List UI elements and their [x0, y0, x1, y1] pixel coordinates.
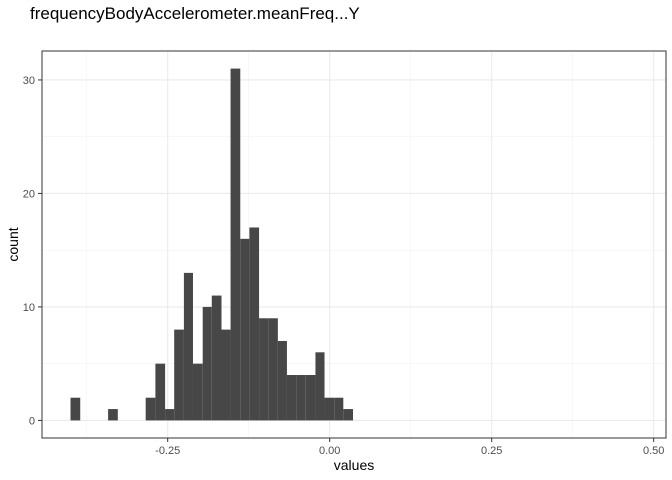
histogram-bar [324, 397, 335, 421]
x-axis-title: values [334, 457, 374, 473]
histogram-bar [343, 409, 354, 421]
y-tick-label: 0 [29, 415, 35, 427]
histogram-bar [70, 397, 81, 421]
x-tick-label: 0.00 [319, 445, 340, 457]
histogram-bar [334, 397, 344, 421]
histogram-bar [145, 397, 156, 421]
histogram-bar [108, 409, 118, 421]
histogram-bar [249, 227, 260, 421]
x-tick-label: 0.25 [481, 445, 502, 457]
histogram-bar [268, 318, 278, 421]
histogram-bar [305, 375, 316, 421]
histogram-bar [155, 363, 166, 421]
histogram-bar [221, 329, 231, 421]
plot-border [41, 50, 667, 439]
y-tick-label: 20 [23, 188, 35, 200]
histogram-bar [183, 272, 193, 421]
histogram-bar [211, 295, 222, 421]
histogram-bar [165, 409, 175, 421]
histogram-bar [296, 375, 306, 421]
chart-title: frequencyBodyAccelerometer.meanFreq...Y [30, 4, 360, 23]
histogram-bar [259, 318, 269, 421]
histogram-bar [192, 363, 203, 421]
histogram-bar [315, 352, 325, 421]
histogram-bar [230, 68, 241, 421]
y-tick-label: 30 [23, 75, 35, 87]
histogram-bar [286, 375, 297, 421]
x-tick-label: 0.50 [643, 445, 664, 457]
y-axis-title: count [5, 227, 21, 261]
histogram-bar [277, 340, 287, 421]
histogram-bar [240, 238, 250, 421]
y-tick-label: 10 [23, 302, 35, 314]
histogram-bar [202, 306, 212, 421]
x-tick-label: -0.25 [155, 445, 180, 457]
plot-panel [42, 51, 666, 438]
histogram-bar [174, 329, 184, 421]
